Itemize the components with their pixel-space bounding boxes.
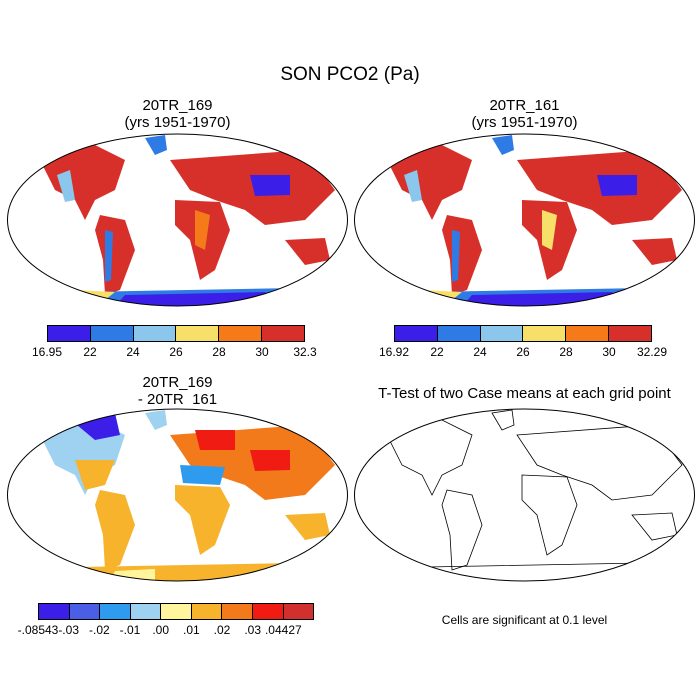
colorbar-swatch <box>566 326 610 341</box>
panel-4-title: T-Test of two Case means at each grid po… <box>352 385 697 402</box>
colorbar-swatch <box>480 326 524 341</box>
panel-1-title: 20TR_169 (yrs 1951-1970) <box>5 97 350 131</box>
colorbar-swatch <box>191 604 223 619</box>
colorbar-swatch <box>69 604 101 619</box>
panel-2-title-line1: 20TR_161 <box>489 97 560 114</box>
colorbar-swatch <box>219 326 263 341</box>
colorbar-swatch <box>437 326 481 341</box>
colorbar-tick-label: 16.92 <box>378 345 410 359</box>
map-panel-difference <box>5 405 350 585</box>
colorbar-swatch <box>262 326 304 341</box>
colorbar-swatch <box>48 326 91 341</box>
panel-3-title-line2: - 20TR_161 <box>137 391 218 408</box>
colorbar-tick-label: 22 <box>430 345 444 359</box>
colorbar-tick-label: .03 <box>244 623 261 637</box>
colorbar-swatch <box>90 326 134 341</box>
colorbar-tick-label: 30 <box>602 345 616 359</box>
colorbar-20tr161 <box>394 325 652 342</box>
panel-3-title-line1: 20TR_169 <box>142 374 213 391</box>
colorbar-tick-label: -.08543 <box>17 623 59 637</box>
map-fill-difference <box>35 410 335 581</box>
colorbar-swatch <box>395 326 438 341</box>
panel-2-title-line2: (yrs 1951-1970) <box>471 114 578 131</box>
figure-title: SON PCO2 (Pa) <box>280 64 420 85</box>
significance-footnote: Cells are significant at 0.1 level <box>441 613 608 627</box>
colorbar-swatch <box>609 326 651 341</box>
colorbar-swatch <box>176 326 220 341</box>
colorbar-tick-label: 24 <box>473 345 487 359</box>
colorbar-tick-label: 32.29 <box>636 345 668 359</box>
colorbar-tick-label: 24 <box>126 345 140 359</box>
colorbar-tick-label: 28 <box>212 345 226 359</box>
colorbar-tick-label: 26 <box>516 345 530 359</box>
colorbar-difference <box>38 603 314 620</box>
colorbar-tick-label: .01 <box>182 623 200 637</box>
map-fill-20tr169 <box>35 135 335 306</box>
colorbar-tick-label: -.02 <box>88 623 110 637</box>
colorbar-tick-label: 22 <box>83 345 97 359</box>
colorbar-swatch <box>161 604 192 619</box>
colorbar-tick-label: -.01 <box>119 623 141 637</box>
colorbar-swatch <box>283 604 314 619</box>
panel-1-title-line2: (yrs 1951-1970) <box>124 114 231 131</box>
map-panel-20tr161 <box>352 130 697 310</box>
colorbar-tick-label: 26 <box>169 345 183 359</box>
colorbar-tick-label: 16.95 <box>31 345 63 359</box>
colorbar-swatch <box>133 326 177 341</box>
map-coastlines-ttest <box>381 409 683 581</box>
colorbar-swatch <box>252 604 284 619</box>
colorbar-tick-label: 30 <box>255 345 269 359</box>
colorbar-swatch <box>39 604 70 619</box>
panel-1-title-line1: 20TR_169 <box>142 97 213 114</box>
colorbar-tick-label: .02 <box>213 623 231 637</box>
map-panel-20tr169 <box>5 130 350 310</box>
map-fill-20tr161 <box>382 135 682 306</box>
colorbar-swatch <box>523 326 567 341</box>
colorbar-swatch <box>222 604 253 619</box>
colorbar-swatch <box>130 604 162 619</box>
colorbar-swatch <box>100 604 131 619</box>
colorbar-tick-label: 32.3 <box>293 345 317 359</box>
panel-3-title: 20TR_169 - 20TR_161 <box>5 374 350 408</box>
colorbar-tick-label: 28 <box>559 345 573 359</box>
panel-4-title-line1: T-Test of two Case means at each grid po… <box>378 385 671 402</box>
panel-2-title: 20TR_161 (yrs 1951-1970) <box>352 97 697 131</box>
colorbar-20tr169 <box>47 325 305 342</box>
colorbar-tick-label: .00 <box>152 623 169 637</box>
map-panel-ttest <box>352 405 697 585</box>
colorbar-tick-label: .04427 <box>264 623 302 637</box>
colorbar-tick-label: -.03 <box>58 623 79 637</box>
